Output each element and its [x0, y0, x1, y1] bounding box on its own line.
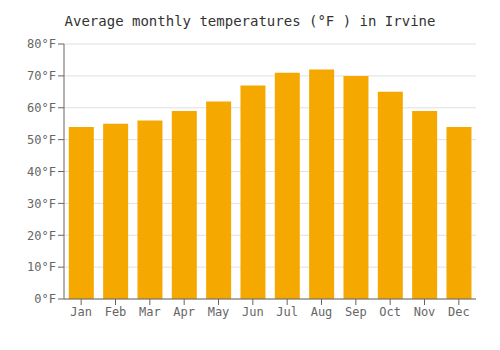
svg-text:0°F: 0°F [34, 292, 56, 306]
svg-text:Aug: Aug [311, 305, 333, 319]
html-text:Average monthly temperatures (: Average monthly temperatures (°F ) in Ir… [64, 13, 436, 29]
svg-text:Jan: Jan [70, 305, 92, 319]
svg-text:Mar: Mar [139, 305, 161, 319]
svg-text:Oct: Oct [379, 305, 401, 319]
svg-text:Dec: Dec [448, 305, 470, 319]
svg-text:10°F: 10°F [27, 260, 56, 274]
svg-text:60°F: 60°F [27, 101, 56, 115]
svg-text:Jul: Jul [276, 305, 298, 319]
svg-text:Sep: Sep [345, 305, 367, 319]
svg-text:40°F: 40°F [27, 165, 56, 179]
svg-text:30°F: 30°F [27, 197, 56, 211]
svg-text:70°F: 70°F [27, 69, 56, 83]
svg-text:50°F: 50°F [27, 133, 56, 147]
svg-text:80°F: 80°F [27, 37, 56, 51]
svg-text:Apr: Apr [173, 305, 195, 319]
svg-text:Feb: Feb [105, 305, 127, 319]
svg-text:Jun: Jun [242, 305, 264, 319]
svg-text:May: May [208, 305, 230, 319]
svg-text:20°F: 20°F [27, 229, 56, 243]
svg-text:Nov: Nov [414, 305, 436, 319]
